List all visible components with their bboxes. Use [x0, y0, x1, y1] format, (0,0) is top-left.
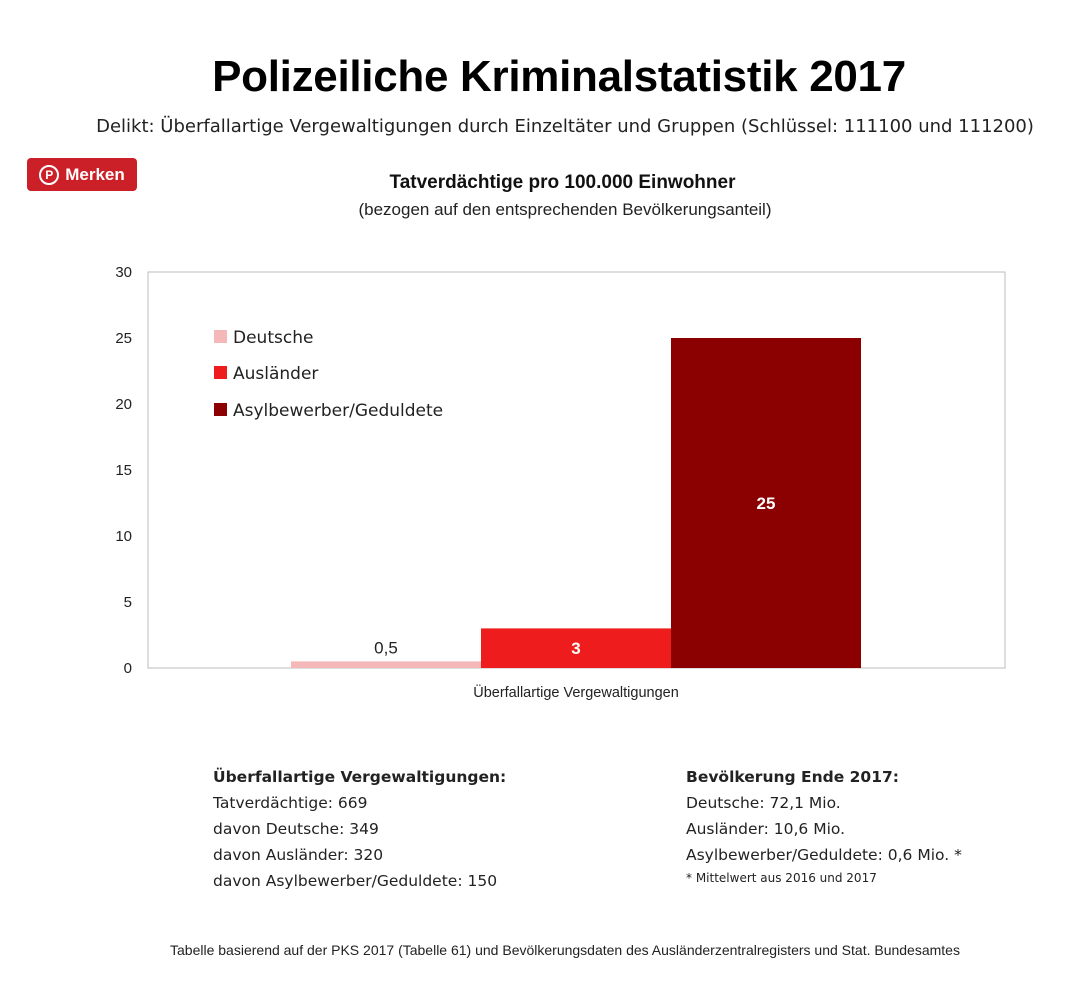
- info-population-note: * Mittelwert aus 2016 und 2017: [686, 871, 877, 885]
- bar-chart: 0 5 10 15 20 25 30 0,5 3 25 Überfallartige Vergewa…: [115, 264, 1006, 701]
- data-label: 25: [757, 494, 776, 513]
- info-offenses: Überfallartige Vergewaltigungen: Tatverd…: [213, 764, 506, 894]
- info-population: Bevölkerung Ende 2017: Deutsche: 72,1 Mi…: [686, 764, 962, 888]
- bar-deutsche: [291, 661, 481, 668]
- info-population-line: Ausländer: 10,6 Mio.: [686, 820, 846, 838]
- legend-swatch: [214, 403, 227, 416]
- y-tick-label: 25: [115, 330, 132, 347]
- info-offenses-heading: Überfallartige Vergewaltigungen:: [213, 768, 507, 786]
- merken-button[interactable]: P Merken: [27, 158, 137, 191]
- y-tick-label: 30: [115, 264, 132, 281]
- y-tick-label: 10: [115, 528, 132, 545]
- info-offenses-line: davon Asylbewerber/Geduldete: 150: [213, 872, 498, 890]
- legend-label: Ausländer: [233, 364, 318, 384]
- info-population-line: Asylbewerber/Geduldete: 0,6 Mio. *: [686, 846, 962, 864]
- y-tick-label: 5: [124, 594, 132, 611]
- legend-label: Deutsche: [233, 328, 313, 348]
- info-offenses-line: Tatverdächtige: 669: [213, 794, 368, 812]
- chart-subtitle: (bezogen auf den entsprechenden Bevölker…: [358, 200, 772, 219]
- pinterest-icon: P: [39, 164, 60, 185]
- data-label: 3: [571, 639, 580, 658]
- data-label: 0,5: [374, 638, 398, 657]
- page-subtitle: Delikt: Überfallartige Vergewaltigungen …: [96, 116, 1034, 137]
- legend-swatch: [214, 366, 227, 379]
- info-offenses-line: davon Deutsche: 349: [213, 820, 379, 838]
- legend-swatch: [214, 330, 227, 343]
- y-tick-label: 20: [115, 396, 132, 413]
- bar-asylbewerber-geduldete: [671, 338, 861, 668]
- merken-button-label: Merken: [65, 164, 125, 184]
- info-population-line: Deutsche: 72,1 Mio.: [686, 794, 841, 812]
- chart-title: Tatverdächtige pro 100.000 Einwohner: [389, 172, 736, 193]
- y-tick-label: 0: [124, 660, 132, 677]
- info-offenses-line: davon Ausländer: 320: [213, 846, 384, 864]
- info-population-heading: Bevölkerung Ende 2017:: [686, 768, 899, 786]
- y-tick-label: 15: [115, 462, 132, 479]
- page-title: Polizeiliche Kriminalstatistik 2017: [212, 52, 906, 101]
- bar-ausl-nder: [481, 628, 671, 668]
- legend-label: Asylbewerber/Geduldete: [233, 401, 443, 421]
- source-footer: Tabelle basierend auf der PKS 2017 (Tabe…: [170, 942, 960, 958]
- x-category-label: Überfallartige Vergewaltigungen: [473, 683, 679, 701]
- plot-area: [147, 271, 1006, 669]
